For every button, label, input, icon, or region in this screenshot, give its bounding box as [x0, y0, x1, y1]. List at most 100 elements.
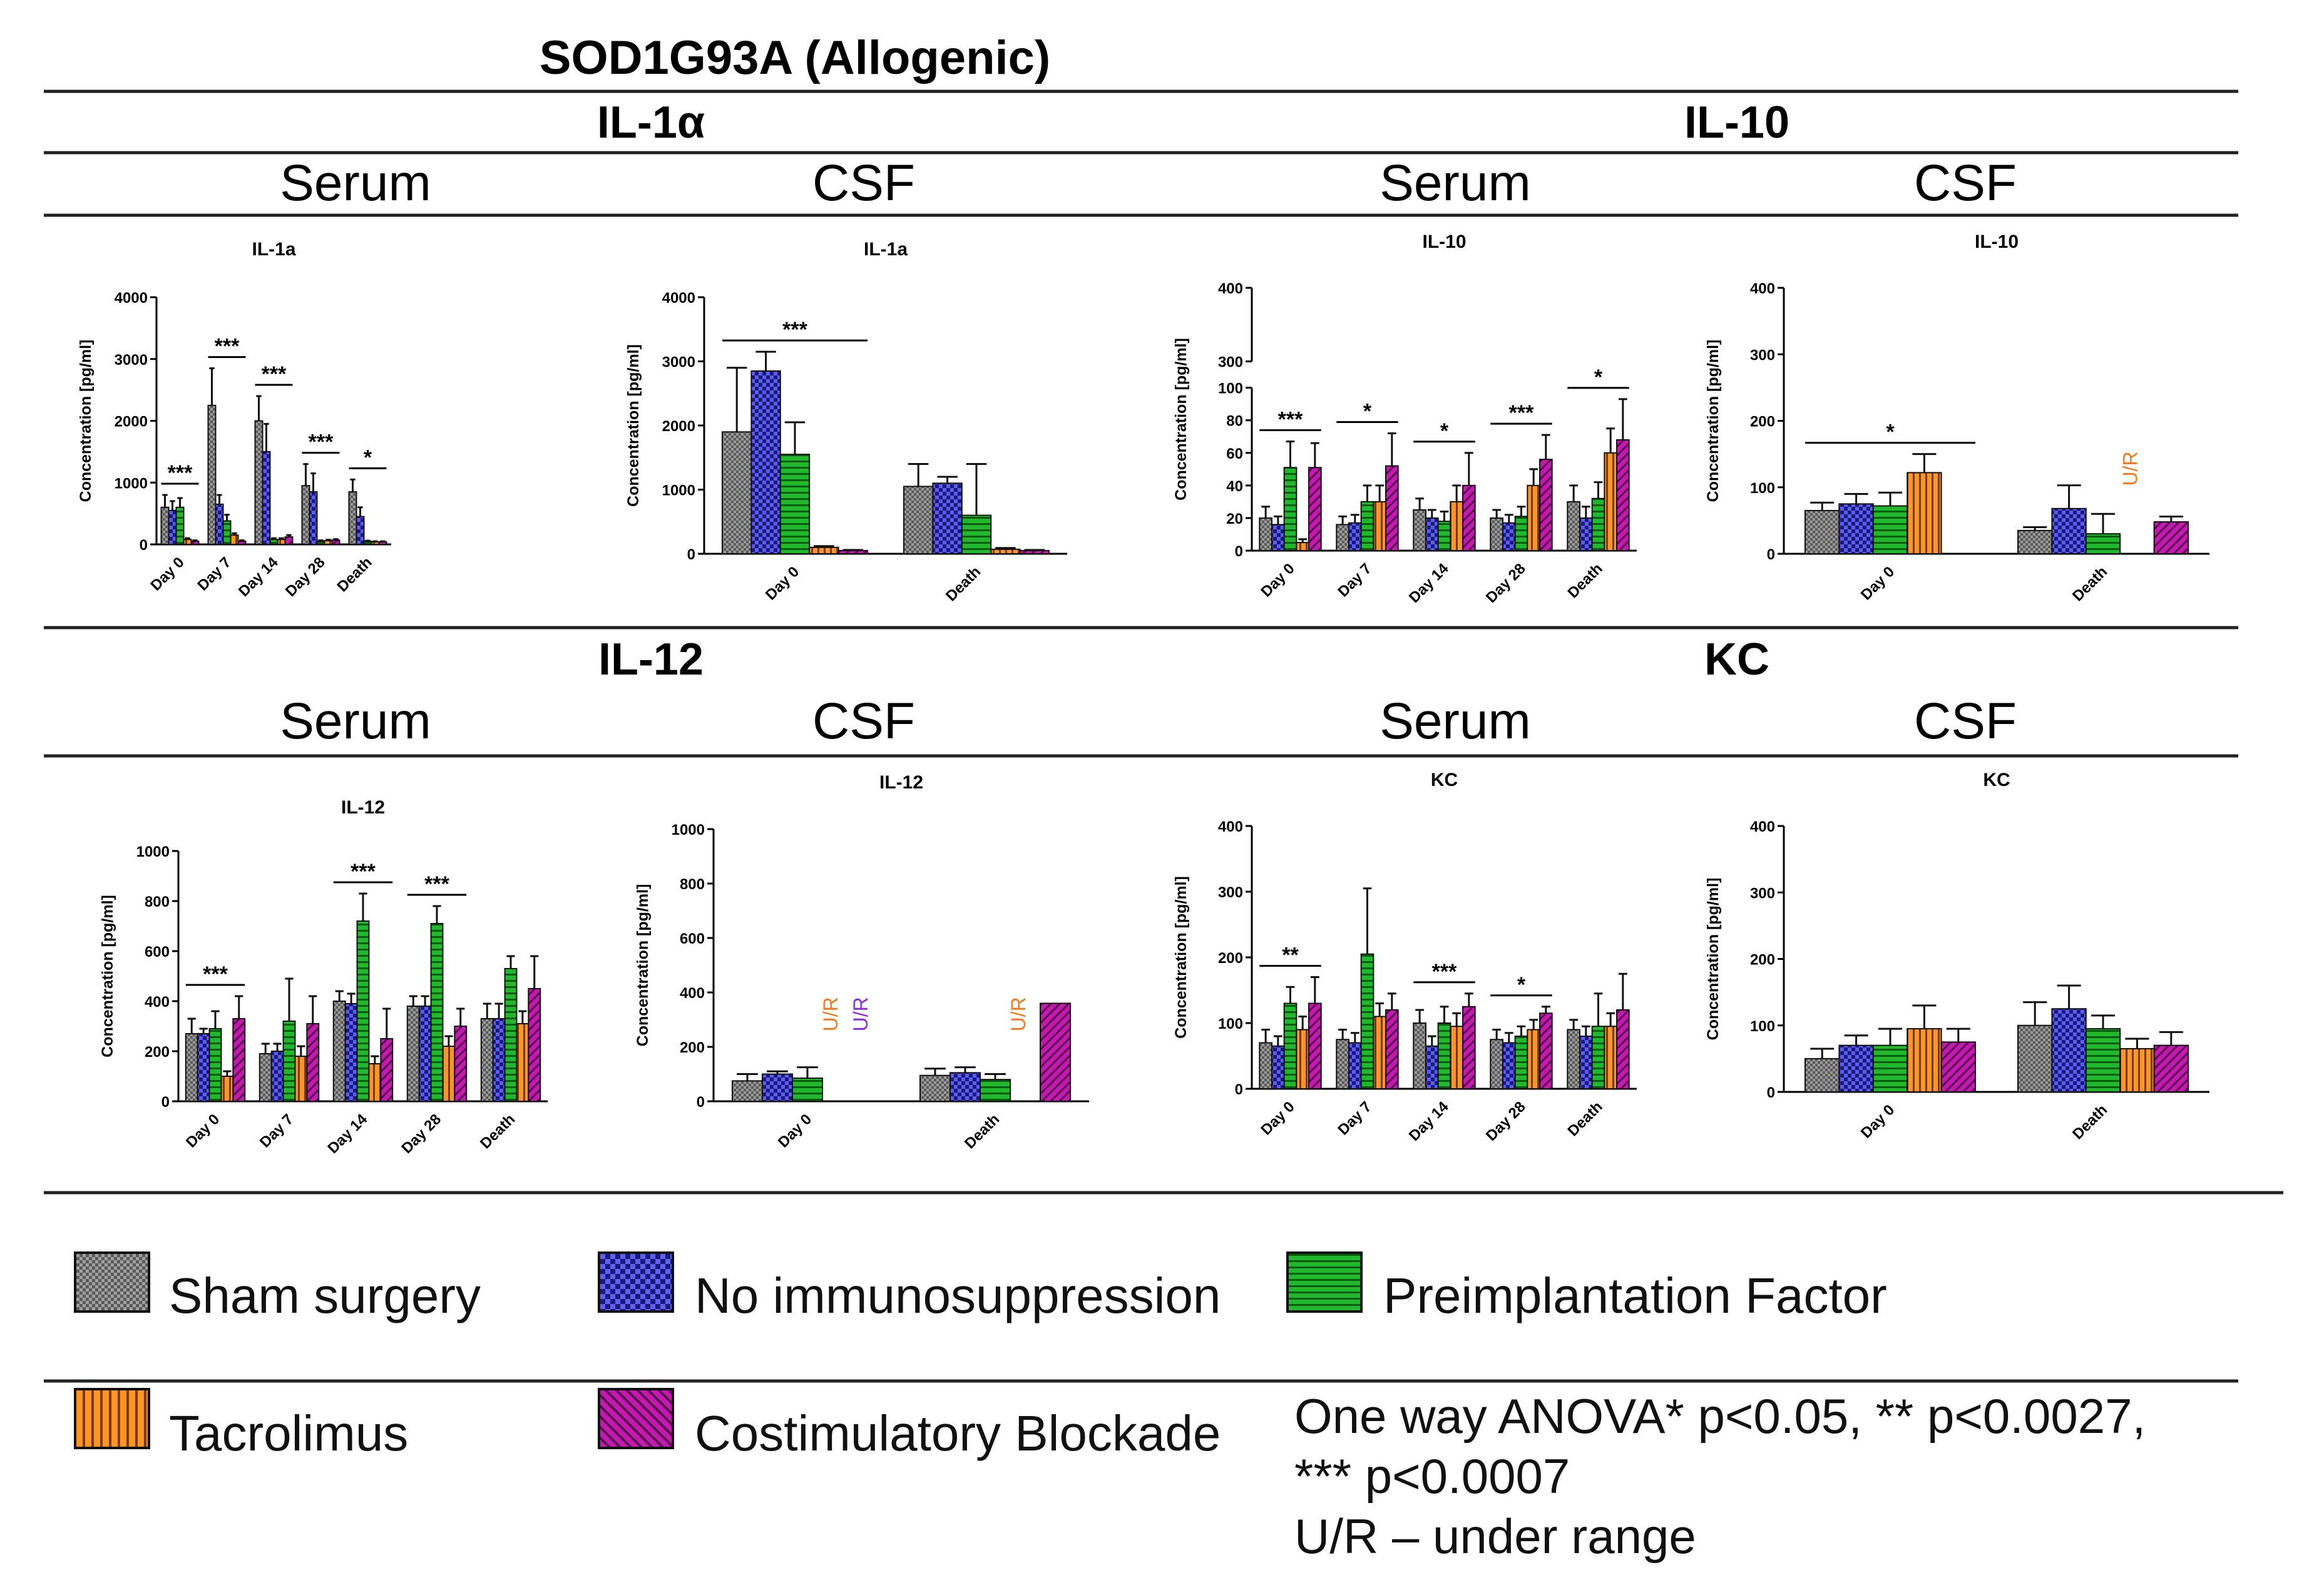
bar [1604, 452, 1618, 552]
x-tick-label: Day 14 [1406, 1098, 1452, 1144]
x-tick-label: Death [2069, 1101, 2111, 1143]
y-tick-label: 0 [1235, 1081, 1243, 1098]
significance-label: *** [424, 872, 449, 896]
y-axis-label: Concentration [pg/ml] [99, 895, 116, 1057]
bar [378, 541, 387, 545]
bar [1804, 1057, 1840, 1093]
legend-label-sham: Sham surgery [169, 1268, 481, 1323]
bar [237, 541, 247, 545]
bar [1360, 953, 1374, 1089]
bar [1271, 524, 1285, 551]
x-tick-label: Death [1564, 1098, 1605, 1139]
chart-il12-serum: IL-12 Concentration [pg/ml] 0 200 400 600 800 1… [99, 797, 548, 1157]
figure-title: SOD1G93A (Allogenic) [540, 31, 1050, 84]
bar [1907, 472, 1942, 554]
header-kc: KC [1704, 634, 1769, 685]
bar [1462, 484, 1476, 552]
y-tick-label: 600 [145, 944, 170, 961]
significance-label: *** [1278, 408, 1303, 432]
legend-label-noimm: No immunosuppression [695, 1268, 1221, 1323]
x-tick-label: Day 14 [235, 554, 282, 600]
y-tick-label: 400 [1750, 818, 1775, 835]
bar [185, 1033, 198, 1102]
bar [809, 546, 839, 554]
bar [418, 1006, 432, 1102]
bar [368, 1063, 382, 1102]
bar [356, 920, 370, 1102]
x-tick-label: Day 28 [1483, 560, 1529, 606]
bar [732, 1080, 763, 1102]
bar [750, 370, 781, 554]
y-tick-label: 200 [680, 1039, 705, 1056]
bar [183, 539, 192, 545]
bar [208, 1028, 222, 1102]
x-tick-label: Day 0 [1858, 1101, 1898, 1141]
under-range-note: U/R – under range [1294, 1509, 1696, 1564]
y-tick-label: 0 [161, 1094, 170, 1111]
significance-label: * [1363, 400, 1372, 424]
bar [1283, 1002, 1298, 1089]
bar [316, 541, 325, 545]
under-range-label: U/R [2119, 451, 2141, 486]
bar [306, 1023, 320, 1102]
bar [269, 539, 279, 545]
y-tick-label: 60 [1226, 446, 1243, 462]
significance-label: * [364, 446, 372, 469]
bar [1567, 1029, 1580, 1089]
bar [1490, 1039, 1503, 1089]
significance-label: *** [1432, 960, 1457, 984]
bar [175, 506, 185, 545]
chart-kc-serum: KC Concentration [pg/ml] 0 100 200 300 400 Day … [1172, 770, 1637, 1144]
y-tick-label: 1000 [672, 822, 705, 838]
subheader-csf-il1a: CSF [812, 155, 915, 211]
bar [480, 1018, 494, 1102]
bar [1539, 1012, 1553, 1089]
bar [1385, 465, 1399, 551]
bar [2017, 1024, 2053, 1093]
y-tick-label: 0 [1767, 1084, 1775, 1101]
y-tick-label: 400 [680, 985, 705, 1002]
bar [837, 549, 868, 554]
bar [1348, 1042, 1362, 1089]
bar [1616, 439, 1630, 551]
significance-label: *** [1509, 401, 1534, 425]
header-il10: IL-10 [1684, 98, 1789, 148]
bar [230, 534, 239, 545]
bar [1425, 1045, 1439, 1089]
bar [294, 1056, 308, 1102]
y-axis-label: Concentration [pg/ml] [634, 884, 652, 1047]
y-tick-label: 600 [680, 930, 705, 947]
bar [1360, 501, 1374, 552]
bar [324, 540, 333, 546]
bar [2085, 1028, 2121, 1093]
x-tick-label: Death [477, 1111, 518, 1152]
bar [1385, 1009, 1399, 1089]
legend-swatch-cost [598, 1388, 674, 1449]
bar [2153, 1044, 2189, 1093]
significance-label: *** [262, 362, 287, 386]
legend-swatch-pif [1286, 1251, 1363, 1313]
y-tick-label: 3000 [115, 352, 148, 369]
subheader-csf-il10: CSF [1914, 155, 2017, 211]
y-tick-label: 0 [1235, 543, 1243, 560]
bar [1296, 541, 1310, 551]
x-tick-label: Death [943, 563, 984, 604]
under-range-label: U/R [849, 997, 872, 1031]
legend-swatch-sham [74, 1251, 150, 1313]
bar [2051, 1008, 2087, 1093]
significance-label: *** [351, 860, 376, 884]
x-tick-label: Day 0 [183, 1111, 223, 1151]
bar [454, 1026, 468, 1102]
x-tick-label: Day 0 [1257, 1098, 1298, 1138]
bar [1872, 505, 1908, 554]
chart-title: IL-10 [1975, 232, 2019, 252]
bar [1579, 1036, 1593, 1089]
bar [1462, 1006, 1476, 1089]
y-tick-label: 0 [1767, 546, 1775, 563]
y-tick-label: 100 [1218, 1016, 1243, 1032]
bar [2085, 533, 2121, 554]
bar [1336, 524, 1349, 551]
bar [504, 968, 518, 1102]
bar [1514, 1036, 1528, 1089]
